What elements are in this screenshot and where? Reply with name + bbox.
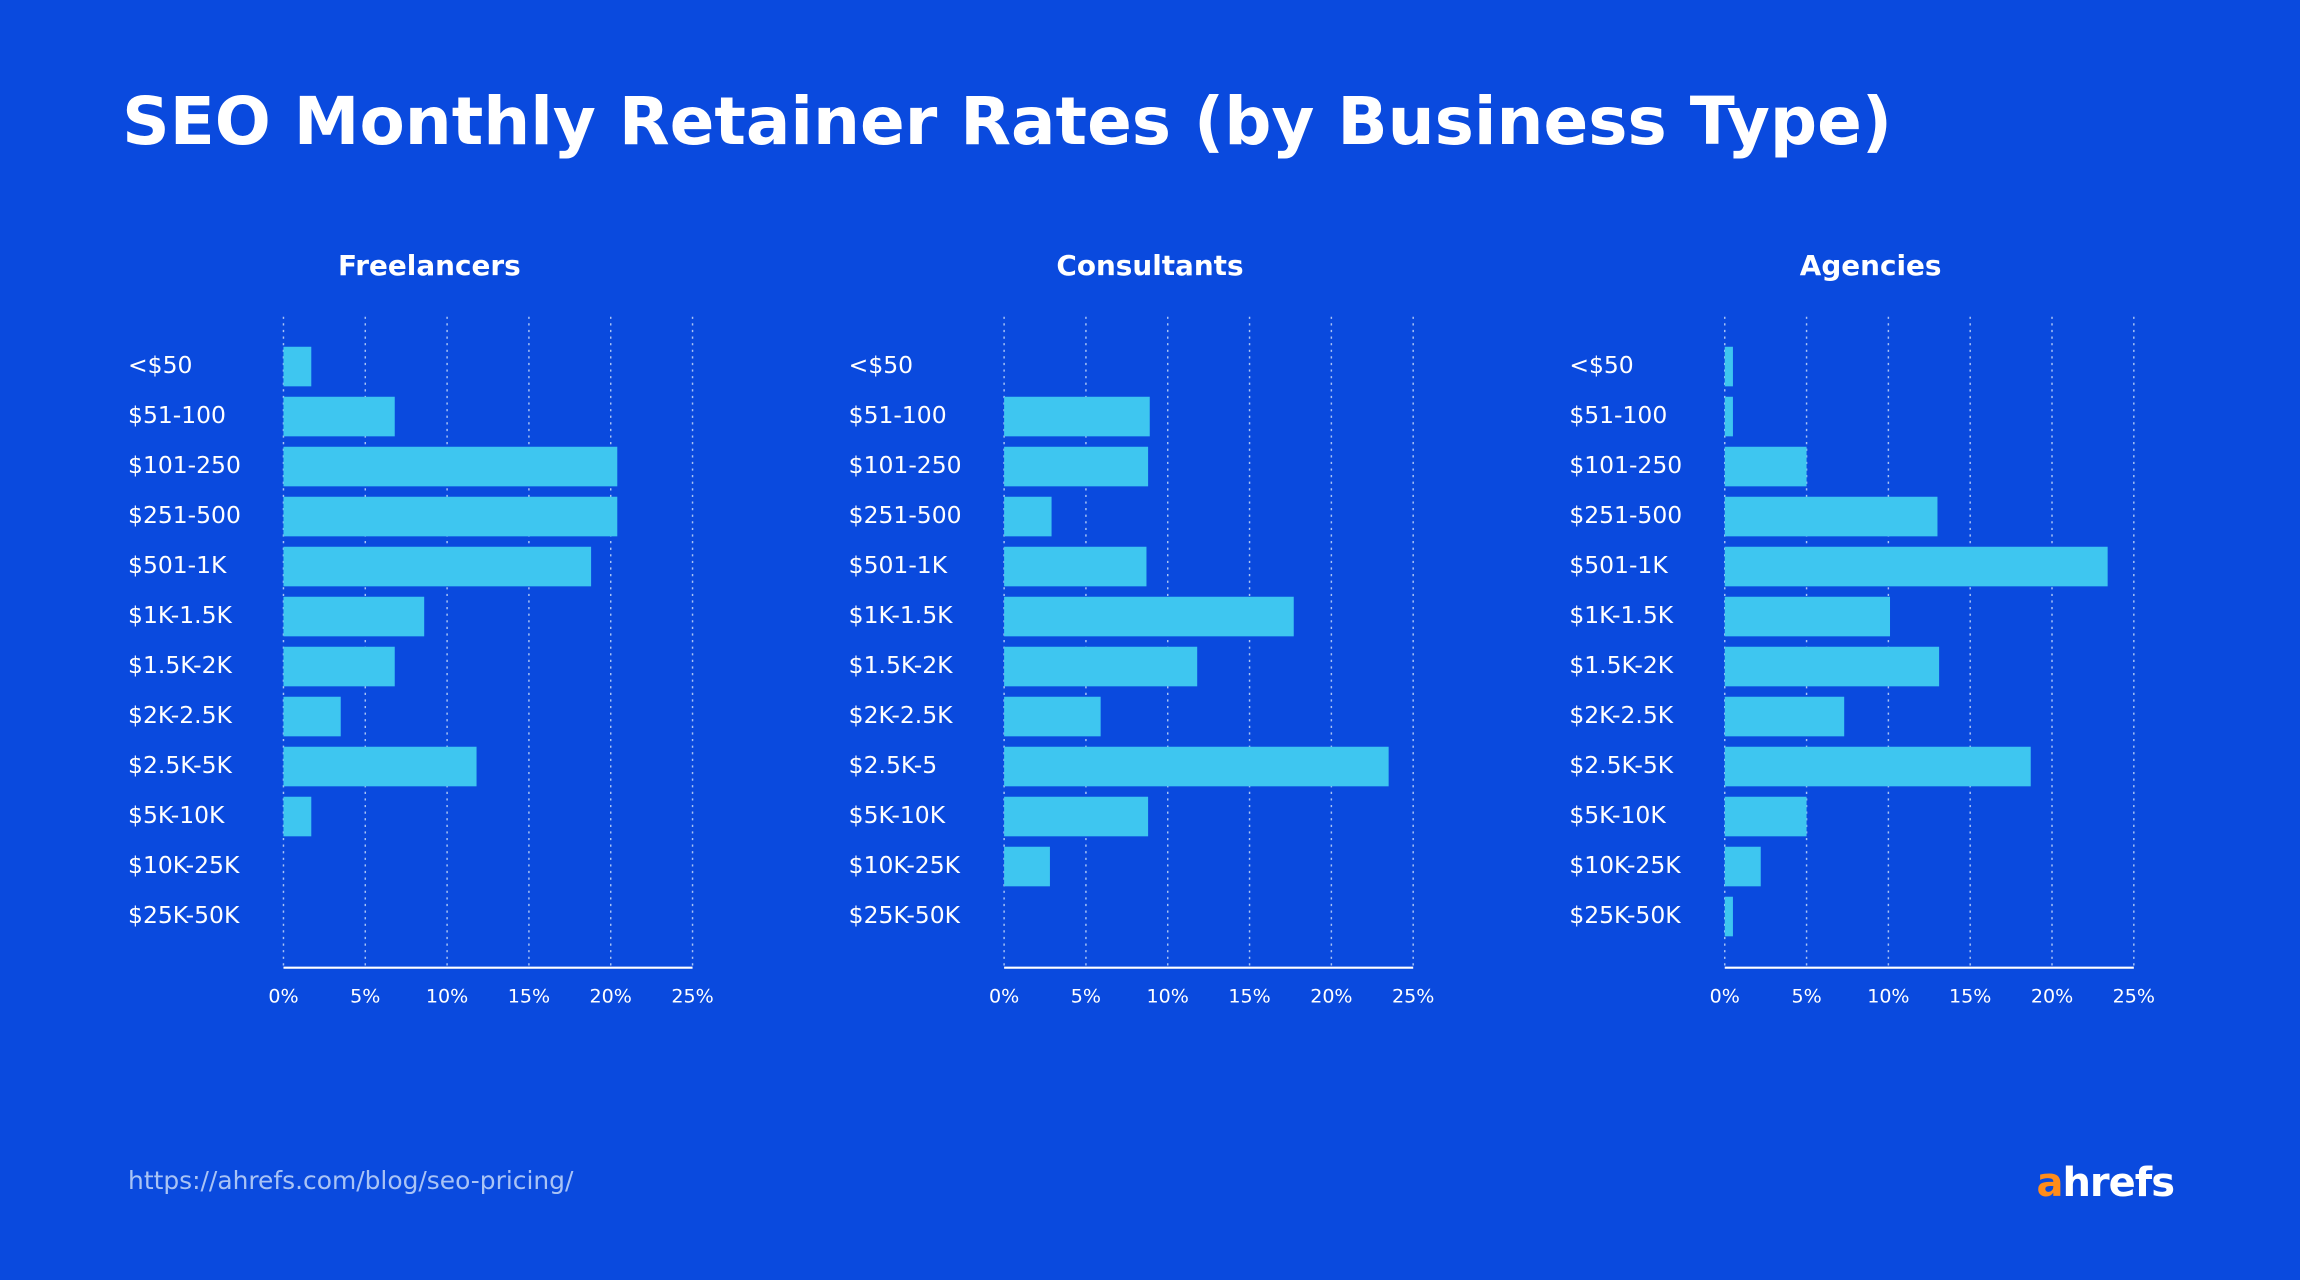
bar xyxy=(1724,546,2108,587)
bar xyxy=(1724,446,1807,487)
y-tick-label: $101-250 xyxy=(128,451,241,479)
y-tick-label: $251-500 xyxy=(849,501,962,529)
bar xyxy=(1724,496,1938,537)
page-title: SEO Monthly Retainer Rates (by Business … xyxy=(122,83,1892,160)
x-tick-label: 15% xyxy=(1228,986,1270,1008)
bar xyxy=(283,496,618,537)
bar xyxy=(1004,646,1198,687)
bar xyxy=(1724,396,1733,437)
bar xyxy=(1724,346,1733,387)
y-tick-label: $51-100 xyxy=(1569,401,1667,429)
bar xyxy=(283,646,395,687)
y-tick-label: <$50 xyxy=(849,351,913,379)
bar xyxy=(283,696,341,737)
y-tick-label: $1.5K-2K xyxy=(1569,651,1673,679)
y-tick-label: $251-500 xyxy=(128,501,241,529)
x-tick-label: 0% xyxy=(989,986,1019,1008)
y-tick-label: <$50 xyxy=(1569,351,1633,379)
bar xyxy=(1724,846,1761,887)
y-tick-label: $2K-2.5K xyxy=(128,701,232,729)
y-tick-label: $5K-10K xyxy=(128,801,225,829)
y-tick-label: $251-500 xyxy=(1569,501,1682,529)
y-tick-label: $101-250 xyxy=(1569,451,1682,479)
x-tick-label: 5% xyxy=(1071,986,1101,1008)
y-tick-label: $2K-2.5K xyxy=(849,701,953,729)
bar xyxy=(283,396,395,437)
chart-title: Freelancers xyxy=(338,249,521,282)
bar xyxy=(1004,496,1052,537)
y-tick-label: $2.5K-5 xyxy=(849,751,937,779)
y-tick-label: $1.5K-2K xyxy=(849,651,953,679)
y-tick-label: $1K-1.5K xyxy=(1569,601,1673,629)
y-tick-label: $5K-10K xyxy=(1569,801,1666,829)
y-tick-label: $2.5K-5K xyxy=(1569,751,1673,779)
bar xyxy=(1004,546,1147,587)
y-tick-label: $25K-50K xyxy=(849,901,961,929)
x-tick-label: 5% xyxy=(350,986,380,1008)
x-tick-label: 25% xyxy=(2113,986,2155,1008)
y-tick-label: $1K-1.5K xyxy=(128,601,232,629)
bar xyxy=(283,746,477,787)
brand-logo: ahrefs xyxy=(2036,1160,2175,1206)
x-tick-label: 0% xyxy=(268,986,298,1008)
x-tick-label: 10% xyxy=(426,986,468,1008)
y-tick-label: $1K-1.5K xyxy=(849,601,953,629)
x-tick-label: 20% xyxy=(1310,986,1352,1008)
bar xyxy=(283,546,592,587)
x-tick-label: 25% xyxy=(1392,986,1434,1008)
bar xyxy=(283,796,312,837)
y-tick-label: $25K-50K xyxy=(1569,901,1681,929)
bar xyxy=(1724,596,1891,637)
bar xyxy=(283,596,425,637)
y-tick-label: $2K-2.5K xyxy=(1569,701,1673,729)
x-tick-label: 15% xyxy=(508,986,550,1008)
chart-title: Consultants xyxy=(1056,249,1243,282)
y-tick-label: $501-1K xyxy=(1569,551,1668,579)
bar xyxy=(1004,796,1149,837)
bar xyxy=(1004,396,1150,437)
bar xyxy=(1724,696,1845,737)
source-url: https://ahrefs.com/blog/seo-pricing/ xyxy=(128,1166,574,1195)
bar xyxy=(283,446,618,487)
x-tick-label: 5% xyxy=(1791,986,1821,1008)
y-tick-label: $10K-25K xyxy=(1569,851,1681,879)
y-tick-label: $51-100 xyxy=(128,401,226,429)
x-tick-label: 10% xyxy=(1147,986,1189,1008)
y-tick-label: $501-1K xyxy=(849,551,948,579)
bar xyxy=(1004,446,1149,487)
y-tick-label: $501-1K xyxy=(128,551,227,579)
y-tick-label: $5K-10K xyxy=(849,801,946,829)
x-tick-label: 15% xyxy=(1949,986,1991,1008)
bar xyxy=(1724,746,2031,787)
x-tick-label: 25% xyxy=(671,986,713,1008)
bar xyxy=(1724,896,1733,937)
x-tick-label: 20% xyxy=(590,986,632,1008)
y-tick-label: $10K-25K xyxy=(128,851,240,879)
y-tick-label: $25K-50K xyxy=(128,901,240,929)
bar xyxy=(1724,646,1940,687)
y-tick-label: $10K-25K xyxy=(849,851,961,879)
bar xyxy=(1004,696,1101,737)
bar xyxy=(1004,596,1294,637)
bar xyxy=(1004,846,1050,887)
y-tick-label: $2.5K-5K xyxy=(128,751,232,779)
y-tick-label: <$50 xyxy=(128,351,192,379)
x-tick-label: 10% xyxy=(1867,986,1909,1008)
y-tick-label: $51-100 xyxy=(849,401,947,429)
y-tick-label: $101-250 xyxy=(849,451,962,479)
chart-title: Agencies xyxy=(1800,249,1942,282)
bar xyxy=(1724,796,1807,837)
y-tick-label: $1.5K-2K xyxy=(128,651,232,679)
x-tick-label: 0% xyxy=(1710,986,1740,1008)
bar xyxy=(1004,746,1389,787)
x-tick-label: 20% xyxy=(2031,986,2073,1008)
bar xyxy=(283,346,312,387)
